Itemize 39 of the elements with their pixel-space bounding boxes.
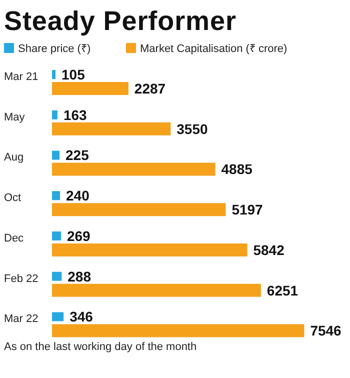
bar (52, 231, 61, 240)
data-label: 6251 (266, 282, 298, 298)
legend-label: Market Capitalisation (₹ crore) (140, 43, 288, 55)
legend-label: Share price (₹) (18, 43, 91, 55)
y-tick-label: Oct (4, 192, 22, 204)
data-label: 288 (68, 268, 92, 284)
text: As on the last working day of the month (4, 341, 197, 353)
bar (52, 122, 171, 136)
bar (52, 191, 60, 200)
y-tick-label: Aug (4, 152, 24, 164)
y-tick-label: May (4, 111, 26, 124)
y-tick-label: Mar 22 (4, 313, 38, 326)
y-tick-label: Dec (4, 232, 24, 244)
data-label: 4885 (221, 161, 253, 178)
chart-title: Steady Performer (4, 6, 236, 36)
bar (52, 284, 261, 297)
data-label: 269 (66, 228, 91, 244)
data-label: 2287 (134, 80, 166, 96)
bar (52, 272, 62, 281)
y-tick-label: Feb 22 (4, 272, 38, 285)
bar (52, 243, 248, 256)
data-label: 5197 (232, 202, 264, 218)
bar (52, 324, 304, 338)
bar (52, 312, 64, 322)
bar (52, 150, 60, 160)
data-label: 7546 (310, 322, 342, 339)
bar (52, 70, 56, 79)
data-label: 346 (70, 308, 94, 325)
data-label: 225 (66, 147, 90, 164)
data-label: 3550 (176, 120, 208, 137)
bar (52, 162, 216, 176)
y-tick-label: Mar 21 (4, 71, 38, 83)
bar (52, 203, 226, 216)
data-label: 163 (63, 106, 88, 123)
bar (52, 82, 128, 95)
data-label: 5842 (253, 242, 285, 258)
data-label: 105 (62, 66, 86, 82)
bar (52, 110, 58, 120)
data-label: 240 (66, 188, 90, 204)
